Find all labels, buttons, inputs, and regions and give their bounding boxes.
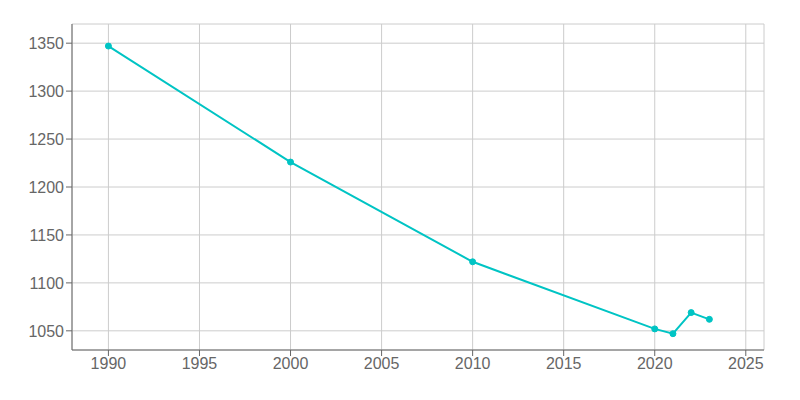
svg-text:1200: 1200 [28,179,64,196]
svg-text:2025: 2025 [728,355,764,372]
svg-text:1100: 1100 [30,275,65,292]
svg-text:1995: 1995 [182,355,218,372]
svg-text:2015: 2015 [546,355,582,372]
svg-text:1350: 1350 [28,35,64,52]
svg-text:2010: 2010 [455,355,491,372]
svg-text:1990: 1990 [91,355,127,372]
svg-text:2000: 2000 [273,355,309,372]
svg-text:1250: 1250 [28,131,64,148]
svg-text:2020: 2020 [637,355,673,372]
svg-text:2005: 2005 [364,355,400,372]
svg-text:1050: 1050 [28,323,64,340]
svg-text:1150: 1150 [30,227,65,244]
svg-text:1300: 1300 [28,83,64,100]
